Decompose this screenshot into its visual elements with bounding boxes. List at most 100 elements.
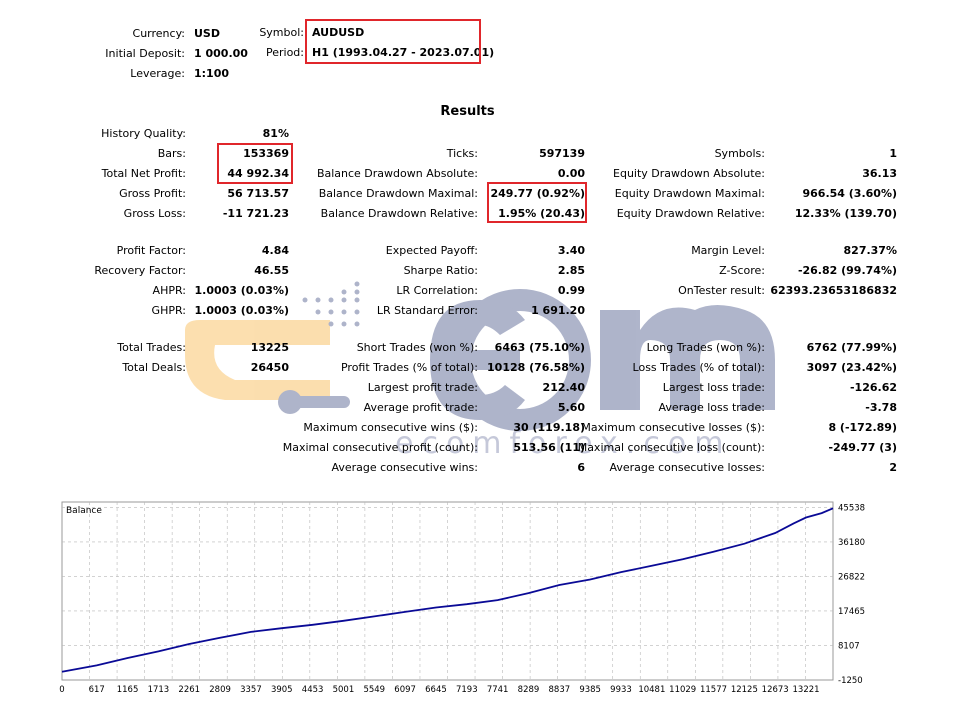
lr-std-error-value: 1 691.20 <box>531 304 585 317</box>
lr-correlation-value: 0.99 <box>557 284 585 297</box>
gross-loss-value: -11 721.23 <box>222 207 289 220</box>
chart-y-tick-label: 17465 <box>838 607 865 617</box>
max-consec-wins-value: 30 (119.18) <box>513 421 585 434</box>
ghpr-label: GHPR: <box>151 304 186 317</box>
largest-loss-trade-value: -126.62 <box>849 381 897 394</box>
chart-x-tick-label: 1713 <box>148 685 170 695</box>
chart-x-tick-label: 6097 <box>394 685 416 695</box>
lr-correlation-label: LR Correlation: <box>396 284 478 297</box>
chart-x-tick-label: 0 <box>59 685 64 695</box>
chart-x-tick-label: 13221 <box>793 685 820 695</box>
symbols-label: Symbols: <box>714 147 765 160</box>
expected-payoff-label: Expected Payoff: <box>385 244 478 257</box>
chart-title: Balance <box>66 506 102 516</box>
loss-trades-label: Loss Trades (% of total): <box>632 361 765 374</box>
z-score-label: Z-Score: <box>719 264 765 277</box>
average-loss-trade-value: -3.78 <box>865 401 897 414</box>
history-quality-value: 81% <box>262 127 289 140</box>
expected-payoff-value: 3.40 <box>557 244 585 257</box>
period-value: H1 (1993.04.27 - 2023.07.01) <box>312 46 495 59</box>
profit-trades-value: 10128 (76.58%) <box>487 361 585 374</box>
symbol-label: Symbol: <box>259 26 304 39</box>
balance-dd-max-value: 249.77 (0.92%) <box>490 187 586 200</box>
total-trades-value: 13225 <box>250 341 289 354</box>
max-consec-wins-label: Maximum consecutive wins ($): <box>303 421 478 434</box>
recovery-factor-value: 46.55 <box>254 264 289 277</box>
chart-x-tick-label: 7741 <box>487 685 509 695</box>
chart-x-tick-label: 8289 <box>518 685 540 695</box>
equity-dd-rel-label: Equity Drawdown Relative: <box>616 207 765 220</box>
balance-dd-abs-value: 0.00 <box>557 167 585 180</box>
leverage-label: Leverage: <box>130 67 185 80</box>
ontester-result-value: 62393.23653186832 <box>770 284 897 297</box>
lr-std-error-label: LR Standard Error: <box>376 304 478 317</box>
largest-profit-trade-value: 212.40 <box>542 381 585 394</box>
balance-drawdown-highlight <box>487 182 587 223</box>
chart-x-tick-label: 7193 <box>456 685 478 695</box>
profit-factor-label: Profit Factor: <box>116 244 186 257</box>
margin-level-value: 827.37% <box>843 244 897 257</box>
bars-label: Bars: <box>157 147 186 160</box>
long-trades-label: Long Trades (won %): <box>646 341 765 354</box>
chart-x-tick-label: 9933 <box>610 685 632 695</box>
balance-series-line <box>61 507 834 673</box>
symbol-period-highlight <box>305 19 481 64</box>
period-label: Period: <box>265 46 304 59</box>
gross-profit-label: Gross Profit: <box>119 187 186 200</box>
profit-factor-value: 4.84 <box>261 244 289 257</box>
chart-frame <box>61 501 834 681</box>
balance-dd-rel-value: 1.95% (20.43) <box>498 207 585 220</box>
chart-x-tick-label: 4453 <box>302 685 324 695</box>
initial-deposit-label: Initial Deposit: <box>105 47 185 60</box>
chart-x-tick-label: 11577 <box>700 685 727 695</box>
total-deals-value: 26450 <box>250 361 289 374</box>
equity-dd-rel-value: 12.33% (139.70) <box>794 207 897 220</box>
chart-x-tick-label: 11029 <box>669 685 696 695</box>
chart-y-tick-label: 45538 <box>838 503 865 513</box>
initial-deposit-value: 1 000.00 <box>194 47 248 60</box>
chart-y-tick-label: -1250 <box>838 676 863 686</box>
currency-label: Currency: <box>132 27 185 40</box>
balance-dd-max-label: Balance Drawdown Maximal: <box>318 187 478 200</box>
profit-trades-label: Profit Trades (% of total): <box>340 361 478 374</box>
ahpr-label: AHPR: <box>152 284 186 297</box>
chart-x-tick-label: 12673 <box>762 685 789 695</box>
long-trades-value: 6762 (77.99%) <box>806 341 897 354</box>
ontester-result-label: OnTester result: <box>678 284 765 297</box>
maximal-consec-loss-value: -249.77 (3) <box>828 441 897 454</box>
leverage-value: 1:100 <box>194 67 230 80</box>
bars-value: 153369 <box>243 147 289 160</box>
margin-level-label: Margin Level: <box>691 244 765 257</box>
chart-x-tick-label: 5549 <box>363 685 385 695</box>
results-title: Results <box>440 104 495 119</box>
recovery-factor-label: Recovery Factor: <box>94 264 186 277</box>
chart-x-tick-label: 10481 <box>638 685 665 695</box>
maximal-consec-profit-value: 513.56 (11) <box>513 441 585 454</box>
chart-x-tick-label: 2261 <box>178 685 200 695</box>
total-net-profit-label: Total Net Profit: <box>101 167 186 180</box>
sharpe-ratio-label: Sharpe Ratio: <box>403 264 478 277</box>
symbol-value: AUDUSD <box>312 26 365 39</box>
total-deals-label: Total Deals: <box>122 361 186 374</box>
chart-x-tick-label: 6645 <box>425 685 447 695</box>
average-profit-trade-label: Average profit trade: <box>363 401 478 414</box>
short-trades-value: 6463 (75.10%) <box>494 341 585 354</box>
gross-profit-value: 56 713.57 <box>227 187 289 200</box>
max-consec-losses-label: Maximum consecutive losses ($): <box>581 421 765 434</box>
chart-x-tick-label: 1165 <box>117 685 139 695</box>
loss-trades-value: 3097 (23.42%) <box>806 361 897 374</box>
short-trades-label: Short Trades (won %): <box>356 341 478 354</box>
total-trades-label: Total Trades: <box>117 341 186 354</box>
symbols-value: 1 <box>889 147 897 160</box>
balance-dd-abs-label: Balance Drawdown Absolute: <box>316 167 478 180</box>
balance-dd-rel-label: Balance Drawdown Relative: <box>320 207 478 220</box>
average-profit-trade-value: 5.60 <box>557 401 585 414</box>
equity-dd-max-label: Equity Drawdown Maximal: <box>614 187 765 200</box>
chart-x-tick-label: 3905 <box>271 685 293 695</box>
gross-loss-label: Gross Loss: <box>123 207 186 220</box>
chart-x-tick-label: 5001 <box>333 685 355 695</box>
avg-consec-wins-label: Average consecutive wins: <box>331 461 478 474</box>
chart-y-tick-label: 36180 <box>838 538 865 548</box>
largest-loss-trade-label: Largest loss trade: <box>662 381 765 394</box>
